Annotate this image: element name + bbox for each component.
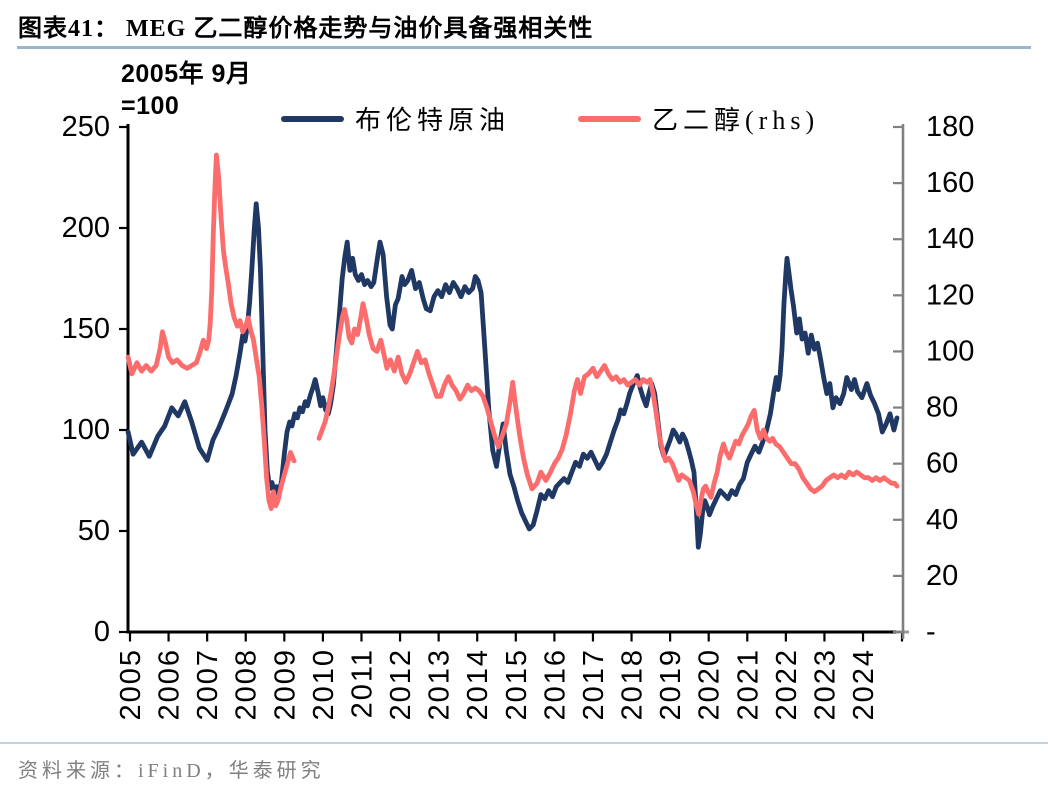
x-axis-label: 2020 (694, 648, 726, 721)
x-axis-label: 2010 (308, 648, 340, 721)
x-axis-label: 2019 (655, 648, 687, 721)
left-axis-label: 250 (62, 111, 110, 143)
legend-item-meg: 乙二醇(rhs) (578, 100, 819, 137)
x-axis-label: 2015 (501, 648, 533, 721)
legend: 布伦特原油 乙二醇(rhs) (281, 100, 819, 137)
source-divider (0, 742, 1048, 744)
right-axis-label: - (926, 616, 936, 648)
left-axis-label: 100 (62, 414, 110, 446)
source-note: 资料来源：iFinD，华泰研究 (18, 760, 325, 782)
x-axis-label: 2018 (617, 648, 649, 721)
index-base-annotation: 2005年 9月 =100 (121, 58, 251, 122)
right-axis-label: 160 (926, 167, 974, 199)
right-axis-label: 60 (926, 448, 958, 480)
x-axis-label: 2022 (771, 648, 803, 721)
legend-item-brent: 布伦特原油 (281, 100, 510, 137)
x-axis-label: 2011 (346, 648, 378, 718)
left-axis-label: 150 (62, 313, 110, 345)
x-axis-label: 2024 (848, 648, 880, 721)
left-axis-label: 50 (78, 515, 110, 547)
meg-series-line (316, 301, 900, 517)
x-axis-label: 2009 (269, 648, 301, 721)
x-axis-label: 2021 (732, 648, 764, 721)
legend-label-meg: 乙二醇(rhs) (652, 106, 820, 135)
title-divider (17, 46, 1031, 49)
right-axis-label: 140 (926, 223, 974, 255)
meg-series-line (125, 152, 297, 512)
x-axis-label: 2013 (424, 648, 456, 721)
left-axis-label: 200 (62, 212, 110, 244)
index-base-line2: =100 (121, 92, 180, 120)
right-axis-label: 80 (926, 392, 958, 424)
x-axis-label: 2016 (539, 648, 571, 721)
page-title: 图表41： MEG 乙二醇价格走势与油价具备强相关性 (18, 16, 594, 42)
right-axis-label: 180 (926, 111, 974, 143)
left-axis-label: 0 (94, 616, 110, 648)
x-axis-label: 2017 (578, 648, 610, 721)
x-axis-label: 2023 (809, 648, 841, 721)
right-axis-label: 100 (926, 335, 974, 367)
x-axis-label: 2012 (385, 648, 417, 721)
index-base-line1: 2005年 9月 (121, 60, 252, 88)
x-axis-label: 2008 (231, 648, 263, 721)
brent-line-swatch-icon (281, 115, 344, 122)
x-axis-label: 2014 (462, 648, 494, 721)
right-axis-label: 20 (926, 560, 958, 592)
right-axis-label: 120 (926, 279, 974, 311)
x-axis-label: 2005 (115, 648, 147, 721)
meg-line-swatch-icon (578, 115, 642, 122)
brent-series-line (125, 201, 900, 550)
x-axis-label: 2006 (154, 648, 186, 721)
right-axis-label: 40 (926, 504, 958, 536)
legend-label-brent: 布伦特原油 (355, 106, 511, 135)
x-axis-label: 2007 (192, 648, 224, 721)
